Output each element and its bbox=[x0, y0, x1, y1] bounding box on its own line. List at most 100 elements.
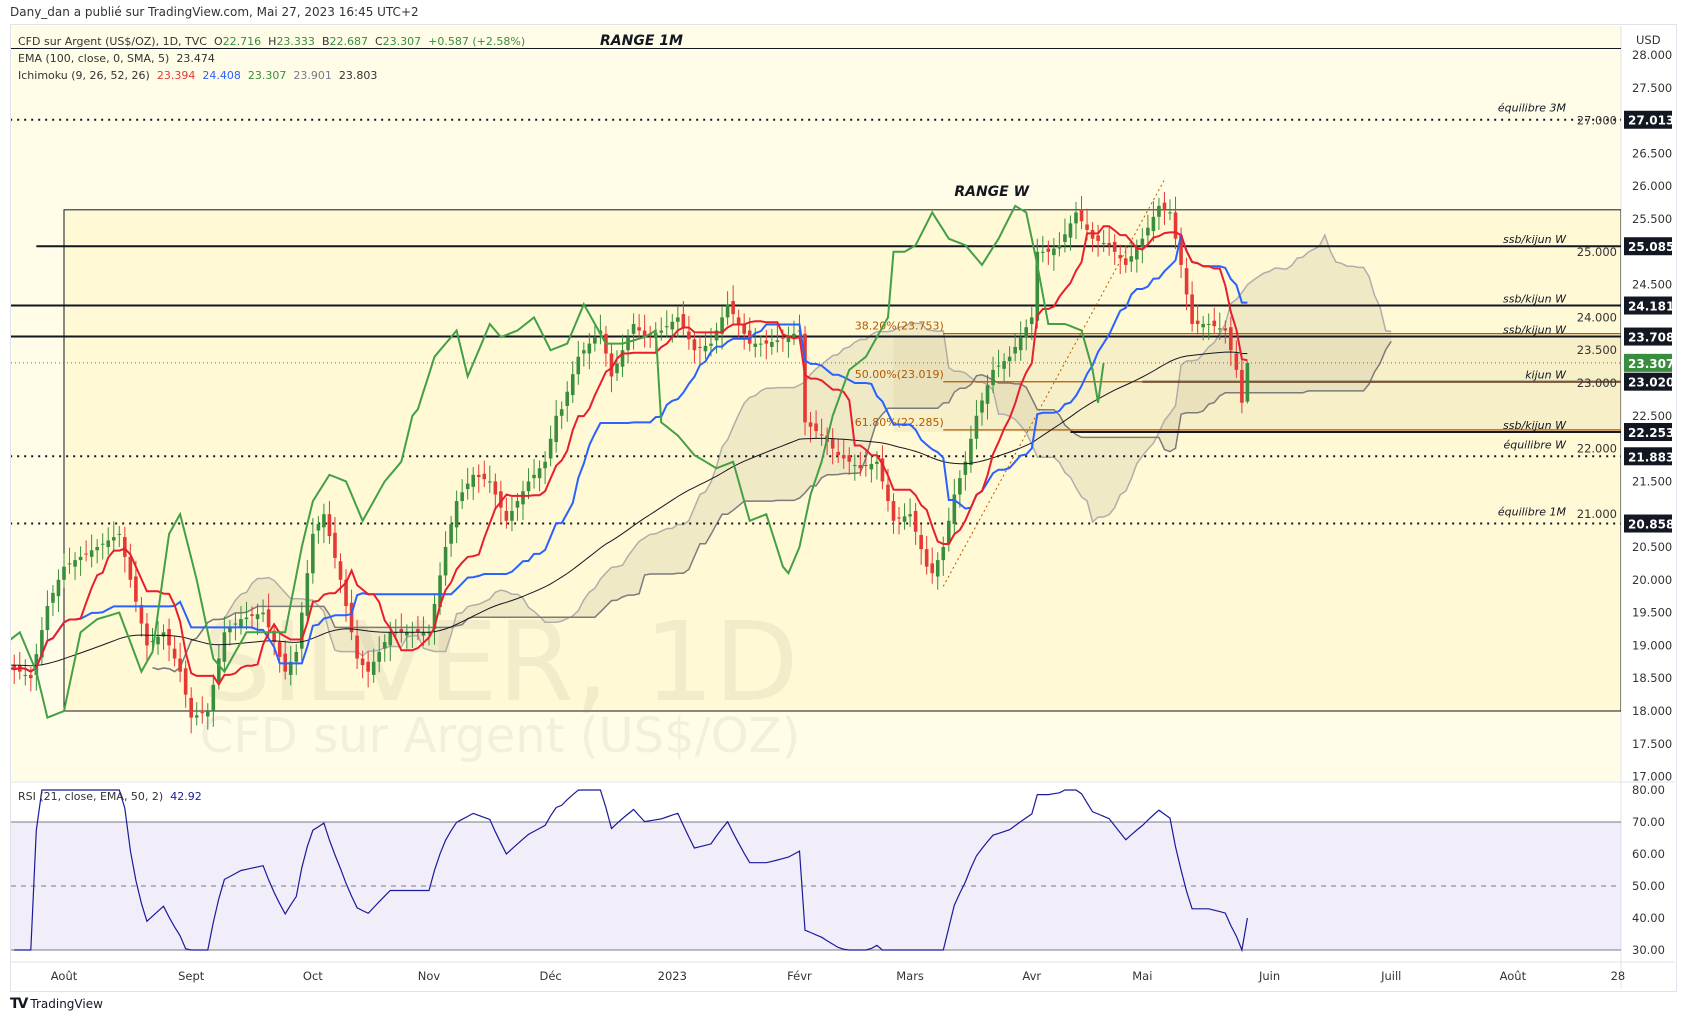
candle-body bbox=[239, 619, 243, 627]
candle-body bbox=[919, 534, 923, 550]
candle-body bbox=[559, 409, 564, 416]
candle-body bbox=[222, 632, 227, 662]
date-tick-label: Mars bbox=[896, 969, 924, 983]
candle bbox=[1190, 281, 1194, 332]
level-price-badge-text: 22.253 bbox=[1628, 426, 1674, 440]
candle bbox=[327, 501, 332, 544]
currency-label: USD bbox=[1636, 33, 1661, 47]
candle-body bbox=[775, 340, 780, 342]
candle-body bbox=[1195, 320, 1200, 324]
price-tick-label: 27.000 bbox=[1577, 114, 1617, 128]
candle bbox=[117, 526, 122, 547]
ema-legend[interactable]: EMA (100, close, 0, SMA, 5) 23.474 bbox=[18, 52, 215, 65]
candle-body bbox=[1052, 248, 1056, 256]
candle-body bbox=[40, 630, 44, 658]
candle bbox=[1101, 229, 1106, 253]
tradingview-logo[interactable]: TV TradingView bbox=[10, 996, 103, 1012]
candle-body bbox=[1123, 258, 1128, 265]
candle-body bbox=[205, 711, 210, 717]
candle-body bbox=[886, 484, 890, 502]
high-value: 23.333 bbox=[276, 35, 315, 48]
candle bbox=[460, 479, 464, 509]
candle bbox=[277, 631, 282, 673]
candle bbox=[51, 585, 55, 616]
candle-body bbox=[1184, 268, 1189, 295]
candle-body bbox=[875, 461, 879, 464]
candle-body bbox=[897, 517, 901, 519]
candle-body bbox=[1168, 212, 1172, 214]
candle-body bbox=[1157, 205, 1161, 217]
candle-body bbox=[891, 501, 896, 521]
senkou-span-b-line bbox=[152, 340, 1392, 673]
candle-body bbox=[161, 632, 166, 637]
candle bbox=[1123, 245, 1128, 273]
candle bbox=[45, 590, 50, 641]
candle-body bbox=[123, 537, 127, 557]
level-price-badge-text: 25.085 bbox=[1628, 240, 1674, 254]
candle-body bbox=[753, 343, 758, 347]
range-w-box bbox=[63, 209, 1621, 712]
candle bbox=[316, 516, 321, 544]
candle-body bbox=[786, 337, 791, 342]
rsi-legend[interactable]: RSI (21, close, EMA, 50, 2) 42.92 bbox=[18, 790, 202, 803]
candle bbox=[1057, 232, 1062, 257]
symbol-legend: CFD sur Argent (US$/OZ), 1D, TVC O22.716… bbox=[18, 35, 525, 48]
candle-body bbox=[1079, 209, 1084, 222]
senkou-span-a-line bbox=[152, 233, 1392, 673]
candle-body bbox=[333, 532, 337, 558]
candle bbox=[919, 524, 923, 565]
candle-body bbox=[167, 629, 171, 646]
candle-body bbox=[1002, 361, 1006, 369]
candle bbox=[698, 336, 702, 364]
candle-body bbox=[521, 491, 525, 505]
candle-body bbox=[172, 648, 177, 659]
candle bbox=[703, 332, 708, 360]
candle-body bbox=[615, 363, 619, 374]
candle bbox=[963, 451, 968, 491]
candle bbox=[366, 651, 370, 688]
candle-body bbox=[1223, 328, 1228, 331]
price-tick-label: 19.000 bbox=[1632, 638, 1672, 652]
price-tick-label: 25.000 bbox=[1577, 245, 1617, 259]
candle-body bbox=[266, 609, 271, 628]
candle-body bbox=[1245, 362, 1250, 402]
candle-body bbox=[692, 339, 697, 351]
candle bbox=[1018, 321, 1023, 361]
candle-body bbox=[465, 483, 470, 490]
candle bbox=[880, 445, 885, 490]
candle-body bbox=[482, 473, 487, 480]
ichimoku-legend[interactable]: Ichimoku (9, 26, 52, 26) 23.394 24.408 2… bbox=[18, 69, 377, 82]
candle-body bbox=[781, 337, 785, 339]
candle-body bbox=[681, 314, 686, 329]
candle bbox=[266, 593, 271, 638]
candle bbox=[593, 323, 597, 352]
candle-body bbox=[593, 337, 597, 344]
tenkan-value: 23.394 bbox=[156, 69, 196, 82]
level-label: ssb/kijun W bbox=[1503, 419, 1567, 432]
change-value: +0.587 (+2.58%) bbox=[428, 35, 526, 48]
candle bbox=[770, 328, 774, 355]
candle bbox=[731, 285, 735, 325]
candle-body bbox=[454, 501, 459, 528]
candle bbox=[1184, 257, 1189, 311]
candle-body bbox=[670, 321, 675, 330]
candle-body bbox=[576, 356, 581, 375]
candle bbox=[288, 646, 293, 686]
candle bbox=[576, 341, 581, 385]
date-tick-label: Févr bbox=[787, 969, 812, 983]
candle bbox=[736, 309, 741, 338]
level-price-badge bbox=[1624, 423, 1672, 442]
price-tick-label: 17.500 bbox=[1632, 737, 1672, 751]
candle-body bbox=[410, 632, 415, 634]
level-price-badge-text: 23.020 bbox=[1628, 376, 1674, 390]
candle-body bbox=[736, 317, 741, 324]
candle bbox=[1195, 304, 1200, 335]
candle-body bbox=[747, 330, 752, 344]
current-price-badge bbox=[1624, 353, 1672, 372]
candle bbox=[250, 606, 254, 629]
candle-body bbox=[272, 630, 276, 643]
candle-body bbox=[394, 632, 398, 634]
candle bbox=[1035, 238, 1040, 329]
symbol-title[interactable]: CFD sur Argent (US$/OZ), 1D, TVC bbox=[18, 35, 207, 48]
